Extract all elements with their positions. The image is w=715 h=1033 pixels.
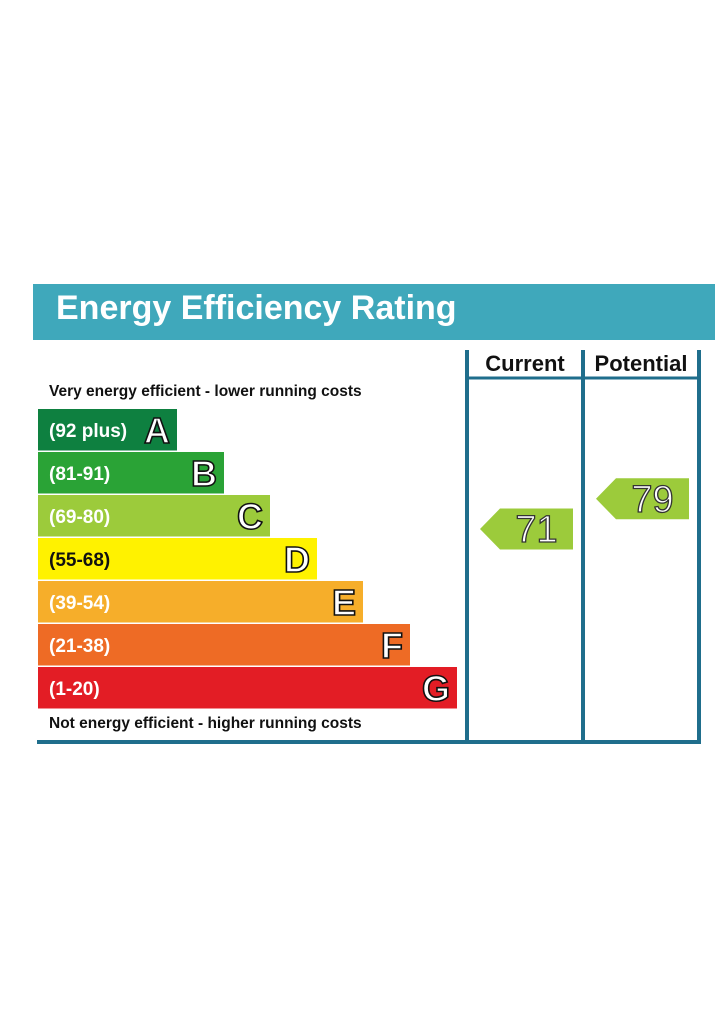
band-letter-c: C: [237, 496, 263, 537]
band-bar-c: [38, 495, 270, 537]
top-note: Very energy efficient - lower running co…: [49, 383, 362, 400]
rating-arrow-potential: [596, 478, 689, 520]
band-range-g: (1-20): [49, 679, 100, 700]
band-range-a: (92 plus): [49, 421, 127, 442]
band-bar-b: [38, 452, 224, 494]
band-letter-f: F: [381, 625, 403, 666]
band-bar-g: [38, 667, 457, 709]
rating-arrow-current: [480, 508, 573, 550]
band-bar-f: [38, 624, 410, 666]
band-letter-a: A: [144, 410, 170, 451]
column-header-current: Current: [485, 351, 565, 376]
rating-value-current: 71: [515, 509, 557, 551]
bottom-note: Not energy efficient - higher running co…: [49, 715, 362, 732]
band-range-b: (81-91): [49, 464, 110, 485]
band-range-c: (69-80): [49, 507, 110, 528]
title-banner: Energy Efficiency Rating: [33, 284, 715, 340]
band-bar-d: [38, 538, 317, 580]
band-letter-g: G: [422, 668, 450, 709]
band-bar-e: [38, 581, 363, 623]
band-bar-a: [38, 409, 177, 451]
column-header-potential: Potential: [595, 351, 688, 376]
rating-value-potential: 79: [631, 479, 673, 521]
chart-title: Energy Efficiency Rating: [56, 289, 457, 327]
band-letter-d: D: [284, 539, 310, 580]
band-range-d: (55-68): [49, 550, 110, 571]
band-letter-e: E: [332, 582, 356, 623]
band-range-e: (39-54): [49, 593, 110, 614]
band-letter-b: B: [191, 453, 217, 494]
band-range-f: (21-38): [49, 636, 110, 657]
